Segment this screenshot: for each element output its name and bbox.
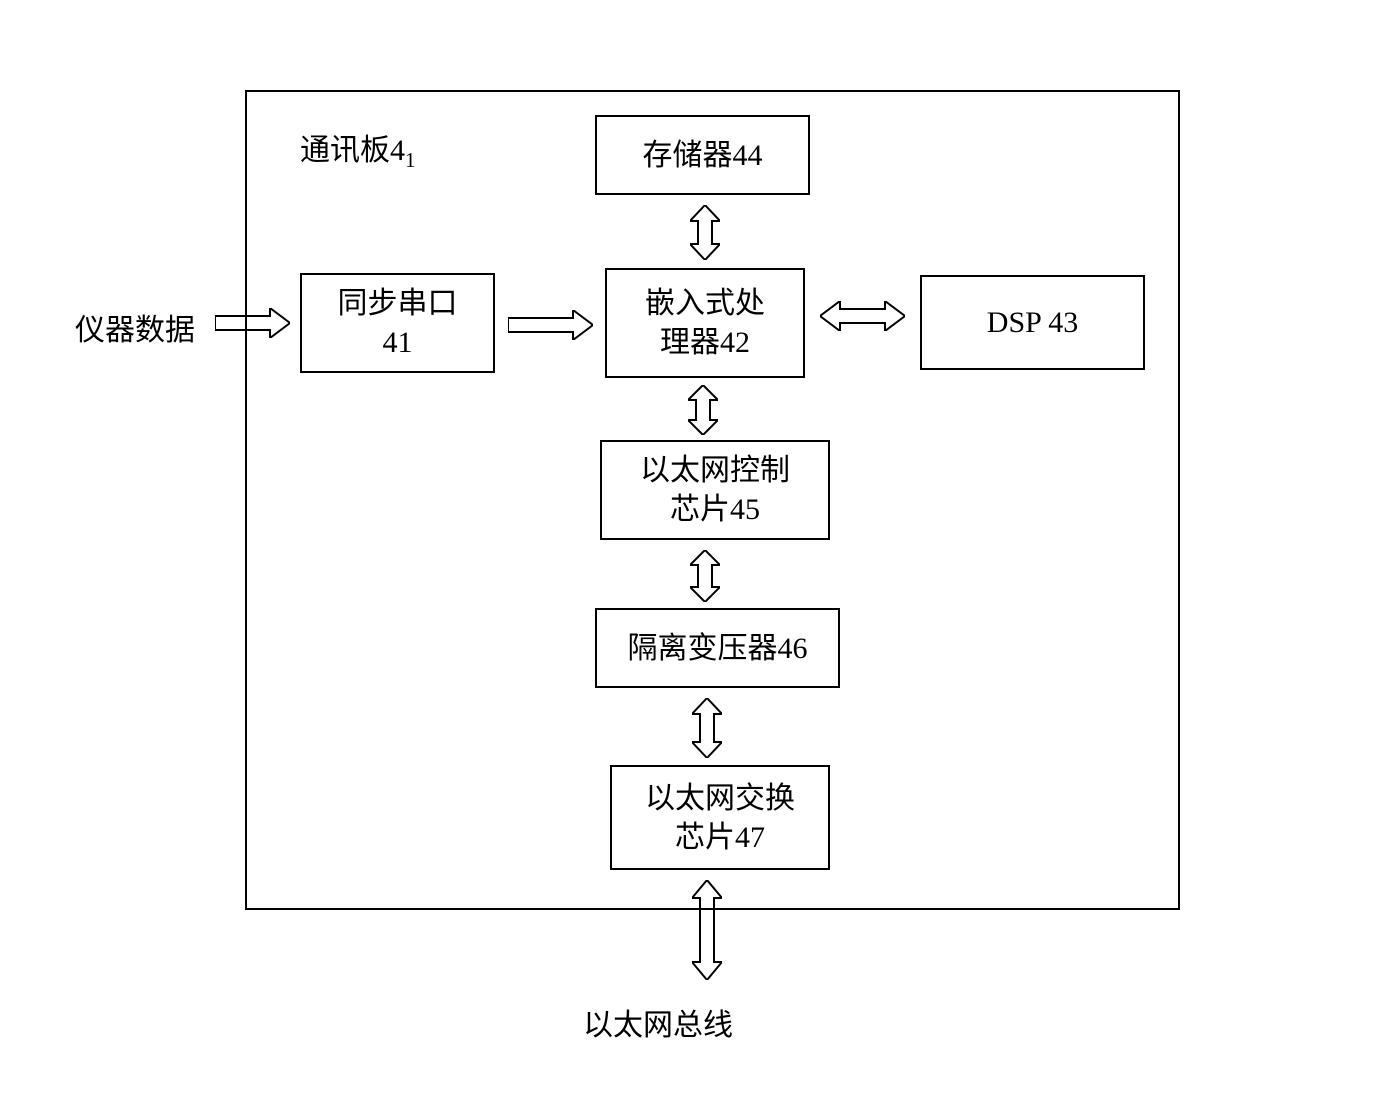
processor-line2: 理器42 [660,323,750,362]
container-label-sub: 1 [405,148,416,172]
arrow-ethctrl-to-trans [690,550,720,602]
eth-switch-box: 以太网交换 芯片47 [610,765,830,870]
arrow-proc-to-storage [690,205,720,260]
transformer-label: 隔离变压器46 [628,629,808,668]
storage-label: 存储器44 [643,136,763,175]
arrow-proc-to-ethctrl [688,385,718,435]
input-label: 仪器数据 [75,305,195,349]
transformer-box: 隔离变压器46 [595,608,840,688]
processor-line1: 嵌入式处 [645,284,765,323]
sync-serial-box: 同步串口 41 [300,273,495,373]
dsp-label: DSP 43 [987,303,1078,342]
container-label: 通讯板41 [300,125,416,173]
arrow-proc-to-dsp [820,301,905,331]
eth-ctrl-box: 以太网控制 芯片45 [600,440,830,540]
eth-switch-line1: 以太网交换 [645,779,795,818]
arrow-trans-to-switch [692,698,722,758]
arrow-input-to-serial [215,308,290,338]
eth-switch-line2: 芯片47 [675,818,765,857]
input-label-text: 仪器数据 [75,314,195,347]
dsp-box: DSP 43 [920,275,1145,370]
output-label: 以太网总线 [583,1000,733,1044]
processor-box: 嵌入式处 理器42 [605,268,805,378]
arrow-switch-to-bus [692,880,722,980]
eth-ctrl-line1: 以太网控制 [640,451,790,490]
container-label-text: 通讯板4 [300,134,405,167]
output-label-text: 以太网总线 [583,1009,733,1042]
sync-serial-line1: 同步串口 [338,284,458,323]
arrow-serial-to-proc [508,310,593,340]
sync-serial-line2: 41 [383,323,413,362]
storage-box: 存储器44 [595,115,810,195]
eth-ctrl-line2: 芯片45 [670,490,760,529]
